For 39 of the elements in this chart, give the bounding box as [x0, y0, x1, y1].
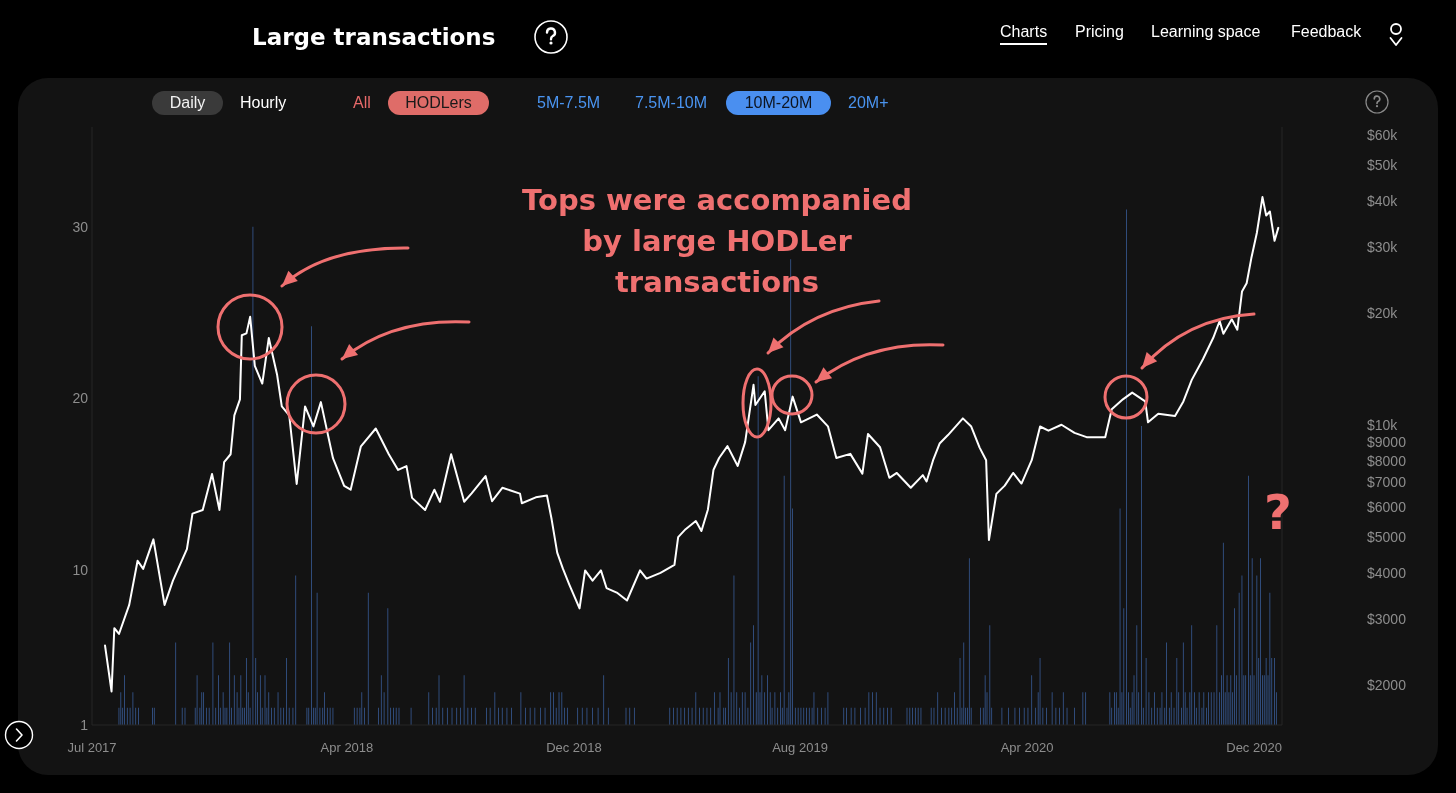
toggle-button: Daily — [152, 91, 223, 115]
x-tick-label: Dec 2020 — [1226, 740, 1282, 756]
y2-tick-label: $2000 — [1367, 676, 1407, 693]
toggle-button: 10M-20M — [726, 91, 831, 115]
y2-tick-label: $8000 — [1367, 452, 1407, 469]
y2-tick-label: $10k — [1367, 416, 1399, 433]
text: All — [353, 93, 371, 113]
y2-tick-label: $5000 — [1367, 528, 1407, 545]
x-tick-label: Dec 2018 — [546, 740, 602, 756]
y2-tick-label: $40k — [1367, 192, 1399, 209]
text: Hourly — [240, 93, 287, 113]
text: Charts — [1000, 22, 1048, 42]
y2-tick-label: $3000 — [1367, 611, 1407, 628]
x-tick-label: Jul 2017 — [67, 740, 117, 756]
x-tick-label: Apr 2020 — [1000, 740, 1054, 756]
annotation: Tops were accompanied by large HODLer transactions — [521, 182, 913, 301]
text: Feedback — [1291, 22, 1362, 42]
text: 7.5M-10M — [635, 93, 708, 113]
text: 20M+ — [848, 93, 889, 113]
y-tick-label: 10 — [72, 562, 89, 579]
annotation: ? — [1263, 484, 1293, 540]
y-tick-label: 20 — [72, 390, 89, 407]
y2-tick-label: $20k — [1367, 304, 1399, 321]
y2-tick-label: $9000 — [1367, 433, 1407, 450]
text: Learning space — [1151, 22, 1261, 42]
toggle-button: HODLers — [388, 91, 489, 115]
y2-tick-label: $7000 — [1367, 474, 1407, 491]
y2-tick-label: $4000 — [1367, 564, 1407, 581]
y-tick-label: 1 — [80, 716, 89, 733]
text: 5M-7.5M — [537, 93, 601, 113]
y2-tick-label: $60k — [1367, 127, 1399, 144]
text: Pricing — [1075, 22, 1124, 42]
y2-tick-label: $30k — [1367, 239, 1399, 256]
x-tick-label: Apr 2018 — [320, 740, 374, 756]
x-tick-label: Aug 2019 — [772, 740, 828, 756]
chart-title: Large transactions — [252, 23, 496, 52]
y-tick-label: 30 — [72, 218, 89, 235]
y2-tick-label: $50k — [1367, 156, 1399, 173]
y2-tick-label: $6000 — [1367, 499, 1407, 516]
